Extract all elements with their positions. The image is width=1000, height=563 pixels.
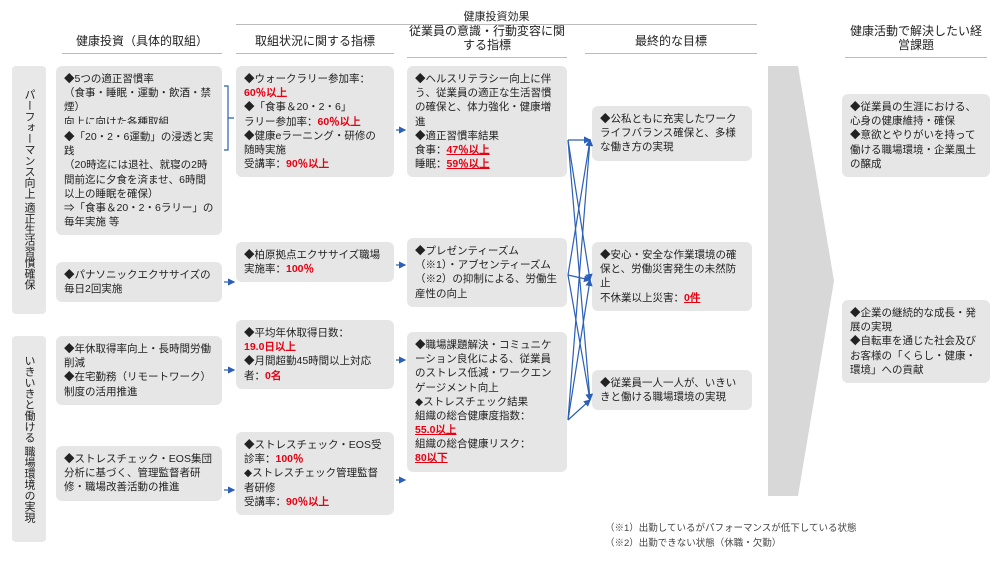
col4-box3: ◆従業員一人一人が、いきいきと働ける職場環境の実現 bbox=[592, 370, 752, 410]
header-col4: 最終的な目標 bbox=[585, 32, 757, 54]
t: ◆ウォークラリー参加率： bbox=[244, 73, 370, 85]
t: 組織の総合健康度指数： bbox=[415, 410, 531, 422]
header-group-center-label: 健康投資効果 bbox=[464, 11, 530, 23]
t: ◆平均年休取得日数： bbox=[244, 327, 349, 339]
v: 90％以上 bbox=[286, 158, 329, 170]
v: 80以下 bbox=[415, 452, 448, 464]
col1-box3-text: ◆パナソニックエクササイズの毎日2回実施 bbox=[64, 269, 211, 295]
t: 食事： bbox=[415, 144, 447, 156]
t: ◆プレゼンティーズム（※1）・アブセンティーズム（※2）の抑制による、労働生産性… bbox=[415, 245, 557, 300]
v: 0名 bbox=[265, 370, 281, 382]
col2-box4: ◆ストレスチェック・EOS受診率：100％ ◆ストレスチェック管理監督者研修 受… bbox=[236, 432, 394, 515]
v: 19.0日以上 bbox=[244, 341, 296, 353]
col1-box2-text: ◆「20・2・6運動」の浸透と実践 （20時迄には退社、就寝の2時間前迄に夕食を… bbox=[64, 131, 213, 228]
v: 90％以上 bbox=[286, 496, 329, 508]
v: 59％以上 bbox=[447, 158, 490, 170]
v: 0件 bbox=[684, 292, 700, 304]
col2-box1: ◆ウォークラリー参加率： 60％以上 ◆「食事＆20・2・6」 ラリー参加率：6… bbox=[236, 66, 394, 177]
t: ◆職場課題解決・コミュニケーション良化による、従業員のストレス低減・ワークエンゲ… bbox=[415, 339, 552, 408]
diagram-root: 健康投資（具体的取組） 健康投資効果 取組状況に関する指標 従業員の意識・行動変… bbox=[0, 0, 1000, 563]
col1-box2: ◆「20・2・6運動」の浸透と実践 （20時迄には退社、就寝の2時間前迄に夕食を… bbox=[56, 124, 222, 235]
v: 100％ bbox=[286, 263, 314, 275]
vlabel-top: パーフォーマンス向上 適正生活習慣確保 bbox=[12, 66, 46, 314]
header-group-center: 健康投資効果 bbox=[236, 8, 757, 25]
header-col1: 健康投資（具体的取組） bbox=[62, 32, 222, 54]
t: ◆従業員一人一人が、いきいきと働ける職場環境の実現 bbox=[600, 377, 736, 403]
t: 組織の総合健康リスク： bbox=[415, 438, 531, 450]
col1-box3: ◆パナソニックエクササイズの毎日2回実施 bbox=[56, 262, 222, 302]
t: ◆安心・安全な作業環境の確保と、労働災害発生の未然防止 不休業以上災害： bbox=[600, 249, 737, 304]
t: ◆企業の継続的な成長・発展の実現 ◆自転車を通じた社会及びお客様の「くらし・健康… bbox=[850, 307, 976, 376]
col1-box4-text: ◆年休取得率向上・長時間労働削減 ◆在宅勤務（リモートワーク）制度の活用推進 bbox=[64, 343, 211, 398]
col3-box3: ◆職場課題解決・コミュニケーション良化による、従業員のストレス低減・ワークエンゲ… bbox=[407, 332, 567, 472]
big-arrow-head bbox=[798, 66, 834, 496]
col4-box1: ◆公私ともに充実したワークライフバランス確保と、多様な働き方の実現 bbox=[592, 106, 752, 161]
v: 100％ bbox=[276, 453, 304, 465]
v: 47％以上 bbox=[447, 144, 490, 156]
col2-box2: ◆柏原拠点エクササイズ職場実施率：100％ bbox=[236, 242, 394, 282]
col1-box5-text: ◆ストレスチェック・EOS集団分析に基づく、管理監督者研修・職場改善活動の推進 bbox=[64, 453, 212, 493]
v: 55.0以上 bbox=[415, 424, 456, 436]
col3-box2: ◆プレゼンティーズム（※1）・アブセンティーズム（※2）の抑制による、労働生産性… bbox=[407, 238, 567, 307]
t: ◆従業員の生涯における、心身の健康維持・確保 ◆意欲とやりがいを持って働ける職場… bbox=[850, 101, 976, 170]
col1-box5: ◆ストレスチェック・EOS集団分析に基づく、管理監督者研修・職場改善活動の推進 bbox=[56, 446, 222, 501]
header-col2: 取組状況に関する指標 bbox=[236, 32, 394, 54]
t: ◆ヘルスリテラシー向上に伴う、従業員の適正な生活習慣の確保と、体力強化・健康増進… bbox=[415, 73, 552, 142]
footnote-1: （※1）出勤しているがパフォーマンスが低下している状態 bbox=[605, 520, 857, 534]
col4-box2: ◆安心・安全な作業環境の確保と、労働災害発生の未然防止 不休業以上災害：0件 bbox=[592, 242, 752, 311]
v: 60％以上 bbox=[318, 116, 361, 128]
t: 睡眠： bbox=[415, 158, 447, 170]
t: ◆公私ともに充実したワークライフバランス確保と、多様な働き方の実現 bbox=[600, 113, 737, 153]
col2-box3: ◆平均年休取得日数： 19.0日以上 ◆月間超勤45時間以上対応者：0名 bbox=[236, 320, 394, 389]
col5-box2: ◆企業の継続的な成長・発展の実現 ◆自転車を通じた社会及びお客様の「くらし・健康… bbox=[842, 300, 990, 383]
col1-box1-text: ◆5つの適正習慣率 （食事・睡眠・運動・飲酒・禁煙） 向上に向けた各種取組 bbox=[64, 73, 211, 128]
t: ◆ストレスチェック・EOS受診率： bbox=[244, 439, 381, 465]
footnote-2: （※2）出勤できない状態（休職・欠勤） bbox=[605, 535, 781, 549]
t: ◆月間超勤45時間以上対応者： bbox=[244, 355, 371, 381]
col1-box4: ◆年休取得率向上・長時間労働削減 ◆在宅勤務（リモートワーク）制度の活用推進 bbox=[56, 336, 222, 405]
big-arrow-body bbox=[768, 66, 798, 496]
col3-box1: ◆ヘルスリテラシー向上に伴う、従業員の適正な生活習慣の確保と、体力強化・健康増進… bbox=[407, 66, 567, 177]
col5-box1: ◆従業員の生涯における、心身の健康維持・確保 ◆意欲とやりがいを持って働ける職場… bbox=[842, 94, 990, 177]
vlabel-bottom: いきいきと働ける 職場環境の実現 bbox=[12, 336, 46, 542]
v: 60％以上 bbox=[244, 87, 287, 99]
header-col5: 健康活動で解決したい経営課題 bbox=[845, 24, 987, 58]
header-col3: 従業員の意識・行動変容に関する指標 bbox=[407, 24, 567, 58]
